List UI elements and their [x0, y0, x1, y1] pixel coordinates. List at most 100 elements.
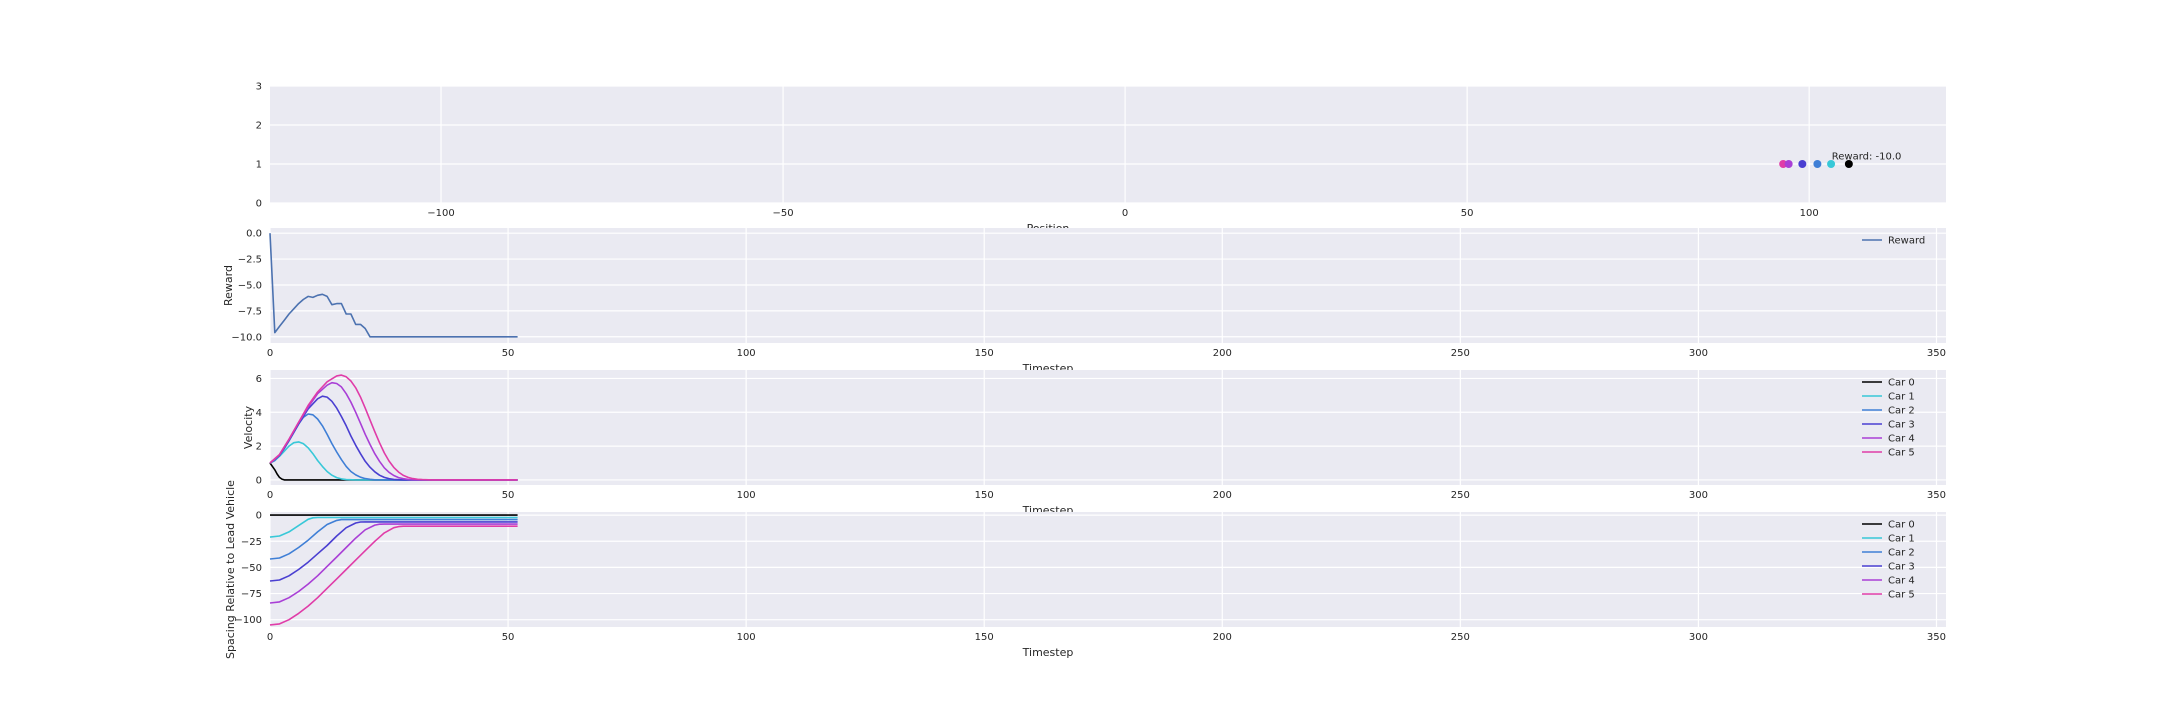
y-tick-label: −7.5 [238, 306, 262, 317]
point-car-1 [1827, 160, 1836, 168]
x-tick-label: 350 [1927, 490, 1946, 501]
legend-label-car-5: Car 5 [1888, 590, 1915, 601]
x-tick-label: 250 [1451, 632, 1470, 643]
x-tick-labels: 0 50 100 150 200 250 300 350 [267, 490, 1946, 501]
legend: Car 0 Car 1 Car 2 Car 3 Car 4 Car 5 [1862, 520, 1915, 601]
y-tick-label: 0 [256, 199, 262, 210]
x-tick-label: 150 [975, 490, 994, 501]
y-tick-label: 3 [256, 82, 262, 93]
x-tick-label: 0 [1122, 208, 1128, 219]
legend-label-car-3: Car 3 [1888, 562, 1915, 573]
point-car-0 [1844, 160, 1853, 168]
y-tick-label: −5.0 [238, 280, 262, 291]
y-tick-label: 6 [256, 374, 262, 385]
legend-label-car-3: Car 3 [1888, 420, 1915, 431]
grid [269, 370, 1946, 485]
x-tick-labels: −100 −50 0 50 100 [427, 208, 1818, 219]
series-line-car-4 [269, 381, 518, 481]
legend-label-reward: Reward [1888, 236, 1925, 247]
y-tick-labels: 0 2 4 6 [256, 374, 262, 486]
y-tick-label: 2 [256, 442, 262, 453]
y-tick-label: −50 [241, 563, 262, 574]
x-tick-label: 100 [1800, 208, 1819, 219]
x-axis-label: Timestep [1022, 646, 1074, 659]
legend-label-car-0: Car 0 [1888, 378, 1915, 389]
x-tick-label: 350 [1927, 632, 1946, 643]
y-tick-label: 1 [256, 160, 262, 171]
y-tick-label: −75 [241, 589, 262, 600]
y-tick-label: 0 [256, 511, 262, 522]
legend-label-car-0: Car 0 [1888, 520, 1915, 531]
spacing-lines [269, 514, 518, 626]
y-tick-label: −100 [235, 615, 262, 626]
x-tick-label: 250 [1451, 490, 1470, 501]
velocity-lines [269, 374, 518, 481]
legend: Car 0 Car 1 Car 2 Car 3 Car 4 Car 5 [1862, 378, 1915, 459]
x-tick-label: 50 [502, 490, 515, 501]
y-tick-label: 4 [256, 408, 262, 419]
car-points [1779, 160, 1853, 168]
y-tick-label: −2.5 [238, 255, 262, 266]
x-tick-label: 350 [1927, 348, 1946, 359]
point-car-2 [1813, 160, 1822, 168]
series-line-car-1 [269, 441, 518, 481]
x-tick-label: 0 [267, 632, 273, 643]
legend-label-car-4: Car 4 [1888, 576, 1915, 587]
series-line-car-5 [269, 374, 518, 481]
legend-label-car-1: Car 1 [1888, 534, 1915, 545]
y-axis-label: Reward [222, 265, 235, 306]
point-car-4 [1784, 160, 1793, 168]
x-tick-label: 0 [267, 490, 273, 501]
x-tick-label: 150 [975, 632, 994, 643]
plot-background [270, 370, 1946, 485]
plot-background [270, 86, 1946, 203]
grid [269, 228, 1946, 343]
x-tick-labels: 0 50 100 150 200 250 300 350 [267, 348, 1946, 359]
legend-label-car-4: Car 4 [1888, 434, 1915, 445]
x-tick-label: 300 [1689, 632, 1708, 643]
series-line-car-1 [269, 516, 518, 538]
x-tick-labels: 0 50 100 150 200 250 300 350 [267, 632, 1946, 643]
series-line-car-5 [269, 525, 518, 626]
point-car-5 [1779, 160, 1788, 168]
x-tick-label: 0 [267, 348, 273, 359]
y-tick-label: 0 [256, 475, 262, 486]
series-line-car-2 [269, 518, 518, 560]
x-tick-label: 200 [1213, 632, 1232, 643]
spacing-panel: 0 50 100 150 200 250 300 350 0 −25 −50 −75 −100 Tim… [224, 480, 1946, 659]
y-tick-label: −10.0 [231, 332, 262, 343]
x-tick-label: 250 [1451, 348, 1470, 359]
x-tick-label: −100 [427, 208, 454, 219]
series-line-car-0 [269, 462, 518, 481]
x-tick-label: 50 [502, 632, 515, 643]
reward-lines [269, 233, 518, 338]
plot-background [270, 512, 1946, 627]
point-car-3 [1798, 160, 1807, 168]
reward-annotation: Reward: -10.0 [1832, 151, 1902, 162]
y-axis-label: Spacing Relative to Lead Vehicle [224, 480, 237, 659]
x-tick-label: 300 [1689, 348, 1708, 359]
y-tick-label: −25 [241, 537, 262, 548]
legend-label-car-5: Car 5 [1888, 448, 1915, 459]
x-tick-label: 50 [502, 348, 515, 359]
x-tick-label: 100 [737, 348, 756, 359]
legend-label-car-2: Car 2 [1888, 406, 1915, 417]
x-tick-label: 200 [1213, 348, 1232, 359]
legend: Reward [1862, 236, 1925, 247]
y-tick-labels: 0 −25 −50 −75 −100 [235, 511, 262, 627]
series-line-car-3 [269, 395, 518, 481]
x-tick-label: 150 [975, 348, 994, 359]
x-tick-label: 200 [1213, 490, 1232, 501]
grid [269, 512, 1946, 627]
y-tick-labels: 0 1 2 3 [256, 82, 262, 210]
series-line-car-4 [269, 523, 518, 604]
x-tick-label: −50 [773, 208, 794, 219]
x-tick-label: 50 [1461, 208, 1474, 219]
reward-panel: 0 50 100 150 200 250 300 350 0.0 −2.5 −5.0 −7.5 −10… [222, 228, 1946, 375]
y-axis-label: Velocity [242, 405, 255, 449]
legend-label-car-2: Car 2 [1888, 548, 1915, 559]
x-tick-label: 100 [737, 490, 756, 501]
